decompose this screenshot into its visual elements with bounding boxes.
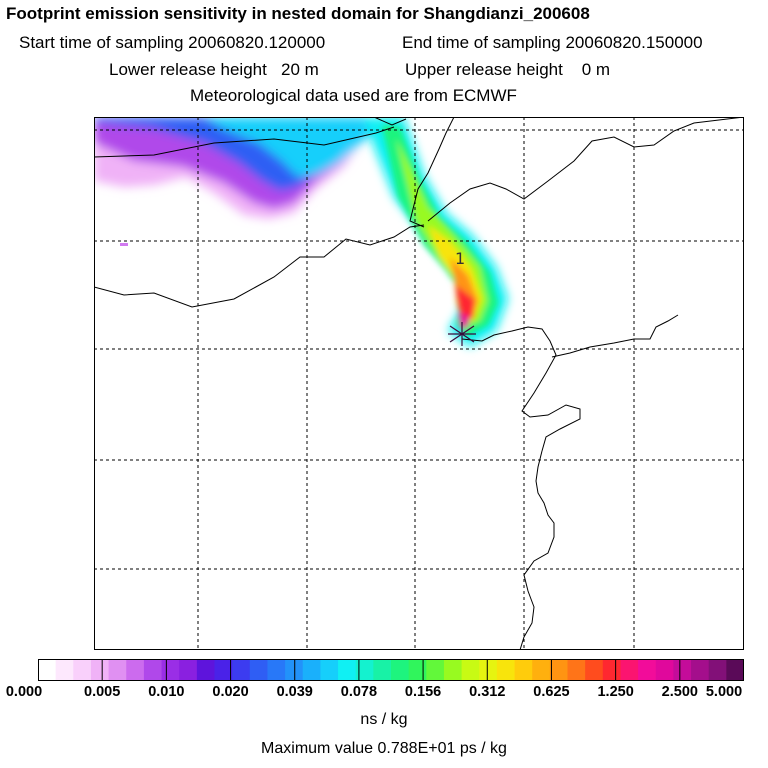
footprint-map: 1 (94, 117, 744, 650)
colorbar-tick-label: 1.250 (597, 684, 634, 700)
colorbar-swatch (320, 659, 339, 681)
colorbar-tick-label: 0.000 (5, 684, 43, 700)
sampling-end: End time of sampling 20060820.150000 (402, 33, 703, 52)
colorbar-swatch (267, 659, 286, 681)
colorbar-swatch (479, 659, 498, 681)
colorbar-swatch (285, 659, 304, 681)
colorbar-swatch (90, 659, 110, 681)
colorbar-swatch (373, 659, 392, 681)
colorbar-swatch (38, 659, 57, 681)
met-data-note: Meteorological data used are from ECMWF (190, 86, 517, 105)
colorbar-swatch (726, 659, 744, 681)
release-site-marker (448, 322, 476, 346)
colorbar-tick-label: 2.500 (661, 684, 698, 700)
colorbar-swatch (443, 659, 463, 681)
colorbar-swatch (214, 659, 233, 681)
colorbar-swatch (673, 659, 692, 681)
colorbar-swatch (126, 659, 145, 681)
colorbar-tick-label: 0.010 (148, 684, 185, 700)
colorbar-swatch (232, 659, 251, 681)
colorbar-swatch (620, 659, 639, 681)
colorbar-swatch (602, 659, 622, 681)
sensitivity-field (94, 117, 508, 347)
colorbar-swatch (638, 659, 657, 681)
colorbar-swatch (461, 659, 480, 681)
colorbar-tick-label: 0.078 (340, 684, 378, 700)
colorbar-swatch (179, 659, 198, 681)
colorbar-tick-label: 0.156 (404, 684, 442, 700)
colorbar-units: ns / kg (360, 711, 408, 728)
maximum-value: Maximum value 0.788E+01 ps / kg (261, 740, 507, 757)
colorbar-tick-label: 0.020 (212, 684, 249, 700)
colorbar-swatch (302, 659, 321, 681)
colorbar-swatch (196, 659, 216, 681)
colorbar-tick-label: 0.312 (469, 684, 506, 700)
colorbar-swatch (108, 659, 127, 681)
colorbar-swatch (585, 659, 604, 681)
colorbar-swatch (408, 659, 427, 681)
colorbar-swatch (249, 659, 269, 681)
colorbar-swatch (391, 659, 410, 681)
colorbar-swatch (514, 659, 533, 681)
colorbar-swatch (355, 659, 374, 681)
colorbar-swatch (549, 659, 569, 681)
colorbar-swatch (143, 659, 163, 681)
map-frame (94, 117, 744, 650)
colorbar-tick-label: 0.625 (533, 684, 570, 700)
plot-title: Footprint emission sensitivity in nested… (6, 4, 590, 23)
colorbar-frame (38, 659, 744, 681)
sampling-start: Start time of sampling 20060820.120000 (19, 33, 326, 52)
colorbar-tick-label: 5.000 (705, 684, 743, 700)
upper-release-height: Upper release height 0 m (405, 60, 611, 79)
colorbar-swatch (338, 659, 357, 681)
grid-lines (94, 117, 744, 650)
colorbar-swatch (496, 659, 516, 681)
colorbar-swatch (532, 659, 551, 681)
colorbar-swatch (708, 659, 727, 681)
colorbar-swatch (567, 659, 586, 681)
site-number-label: 1 (455, 249, 465, 268)
colorbar-tick-label: 0.039 (276, 684, 313, 700)
colorbar-swatch (426, 659, 445, 681)
colorbar (38, 659, 744, 681)
colorbar-swatch (655, 659, 674, 681)
coastlines-borders (94, 117, 744, 650)
colorbar-swatch (73, 659, 92, 681)
colorbar-tick-label: 0.005 (84, 684, 121, 700)
lower-release-height: Lower release height 20 m (109, 60, 319, 79)
colorbar-swatch (55, 659, 74, 681)
colorbar-swatch (691, 659, 710, 681)
colorbar-swatch (161, 659, 180, 681)
